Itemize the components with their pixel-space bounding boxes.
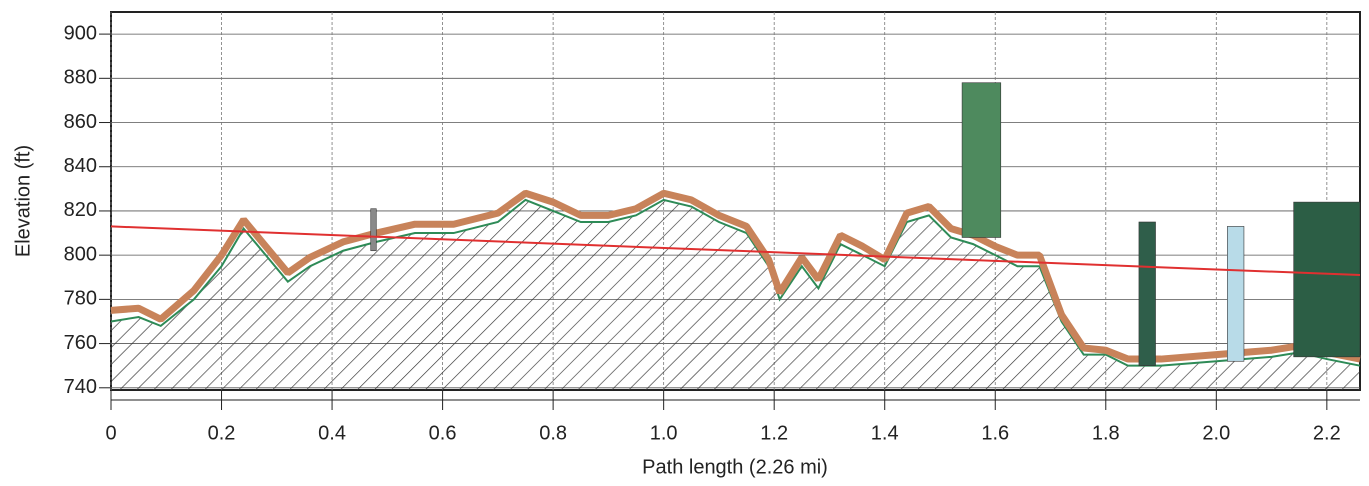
x-tick-label: 0 xyxy=(105,422,116,444)
x-tick-label: 1.4 xyxy=(871,422,899,444)
x-tick-label: 1.6 xyxy=(981,422,1009,444)
y-tick-label: 760 xyxy=(64,332,97,354)
x-tick-label: 0.6 xyxy=(429,422,457,444)
x-tick-label: 0.8 xyxy=(539,422,567,444)
y-tick-label: 740 xyxy=(64,376,97,398)
obstacle xyxy=(370,208,377,252)
y-tick-label: 880 xyxy=(64,67,97,89)
y-tick-label: 900 xyxy=(64,22,97,44)
x-axis-title: Path length (2.26 mi) xyxy=(642,456,828,478)
obstacle xyxy=(1138,221,1156,366)
line-of-sight xyxy=(110,225,1361,277)
y-tick-label: 840 xyxy=(64,155,97,177)
x-tick-label: 0.2 xyxy=(208,422,236,444)
obstacle xyxy=(961,82,1002,238)
x-tick-label: 0.4 xyxy=(318,422,346,444)
x-tick-label: 2.0 xyxy=(1202,422,1230,444)
y-tick-label: 800 xyxy=(64,243,97,265)
y-axis-title: Elevation (ft) xyxy=(12,145,34,257)
obstacle xyxy=(1293,201,1361,358)
y-tick-label: 860 xyxy=(64,111,97,133)
x-tick-label: 2.2 xyxy=(1313,422,1341,444)
x-tick-label: 1.8 xyxy=(1092,422,1120,444)
x-tick-label: 1.0 xyxy=(650,422,678,444)
clutter-line xyxy=(110,189,1361,363)
terrain-area xyxy=(111,199,1360,390)
y-tick-label: 780 xyxy=(64,288,97,310)
y-tick-label: 820 xyxy=(64,199,97,221)
x-tick-label: 1.2 xyxy=(760,422,788,444)
obstacle xyxy=(1227,226,1245,362)
